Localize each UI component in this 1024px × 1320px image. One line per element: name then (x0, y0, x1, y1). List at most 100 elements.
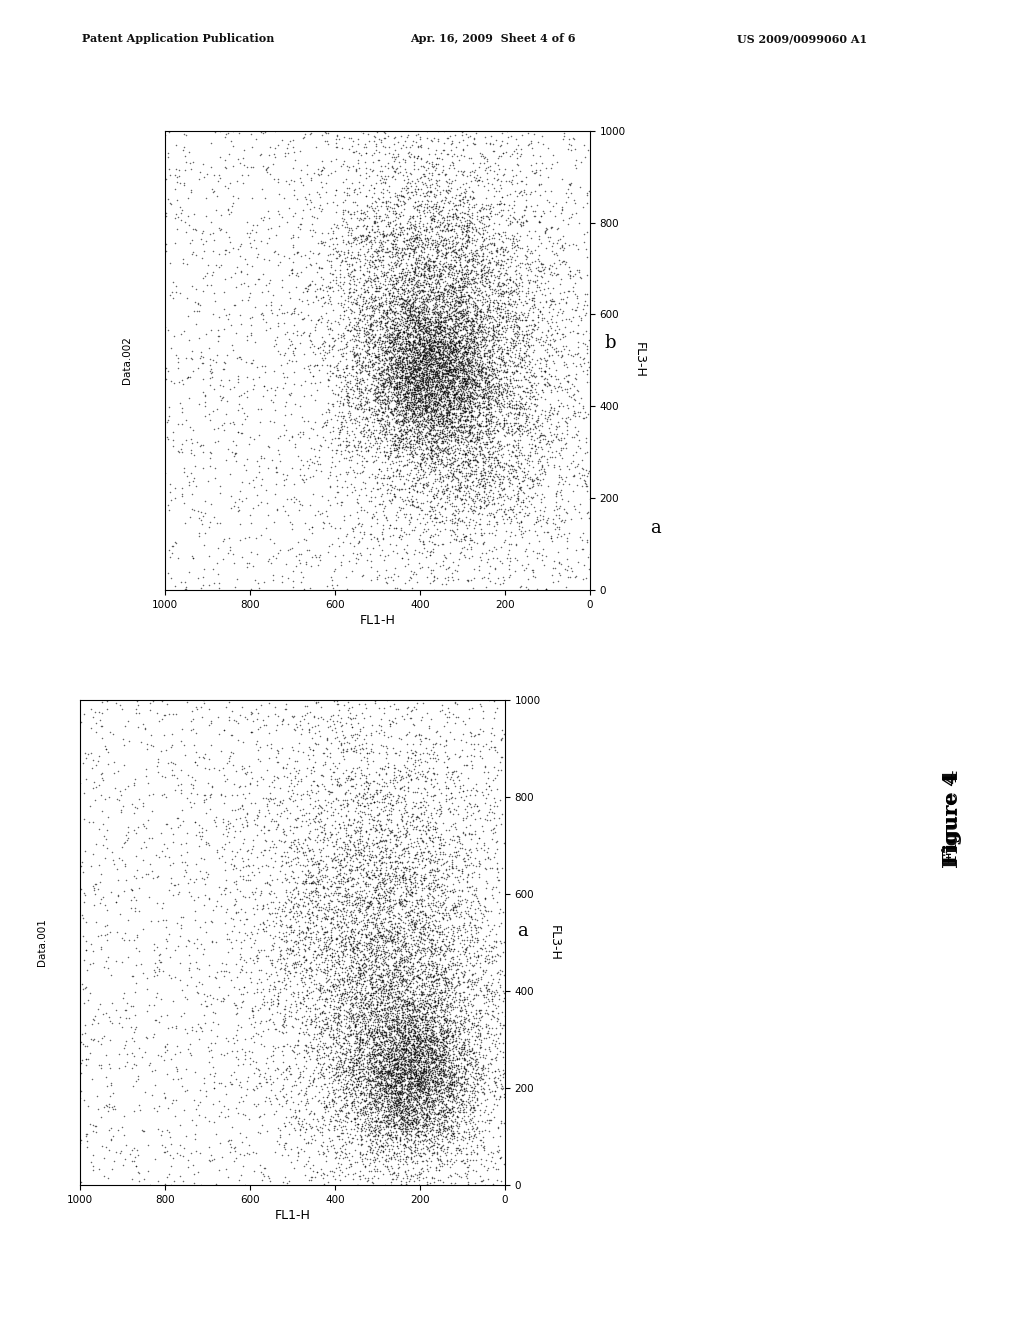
Point (361, 378, 378, 399)
Point (379, 330, 395, 351)
Point (347, 355, 364, 376)
Point (400, 987, 417, 1008)
Point (484, 290, 501, 312)
Point (437, 275, 454, 296)
Point (396, 1015, 413, 1036)
Point (251, 268, 267, 289)
Point (175, 140, 191, 161)
Point (532, 515, 549, 536)
Point (443, 342, 460, 363)
Point (534, 462, 550, 483)
Point (243, 157, 259, 178)
Point (495, 222, 511, 243)
Point (402, 1137, 419, 1158)
Point (399, 310, 416, 331)
Point (218, 870, 234, 891)
Point (439, 376, 456, 397)
Point (450, 1056, 466, 1077)
Point (148, 756, 165, 777)
Point (358, 216, 375, 238)
Point (432, 1100, 449, 1121)
Point (324, 319, 340, 341)
Point (424, 383, 440, 404)
Point (438, 375, 455, 396)
Point (459, 1068, 475, 1089)
Point (414, 993, 430, 1014)
Point (380, 414, 396, 436)
Point (390, 414, 407, 436)
Point (307, 545, 324, 566)
Point (459, 355, 475, 376)
Point (452, 1061, 468, 1082)
Point (388, 242, 404, 263)
Point (495, 293, 511, 314)
Point (418, 173, 434, 194)
Point (400, 346, 417, 367)
Point (422, 416, 438, 437)
Point (322, 370, 338, 391)
Point (410, 425, 426, 446)
Point (400, 383, 417, 404)
Point (479, 383, 496, 404)
Point (402, 265, 419, 286)
Point (371, 129, 387, 150)
Point (426, 1039, 442, 1060)
Point (383, 1035, 399, 1056)
Point (517, 333, 534, 354)
Point (216, 792, 232, 813)
Point (421, 392, 437, 413)
Point (361, 407, 378, 428)
Point (453, 269, 469, 290)
Point (340, 1030, 356, 1051)
Point (264, 565, 281, 586)
Point (434, 370, 451, 391)
Point (217, 859, 233, 880)
Point (450, 508, 466, 529)
Point (469, 1142, 485, 1163)
Point (476, 315, 493, 337)
Point (388, 366, 404, 387)
Point (314, 1038, 331, 1059)
Point (369, 1065, 385, 1086)
Point (452, 378, 468, 399)
Point (489, 329, 506, 350)
Point (490, 882, 507, 903)
Point (397, 310, 414, 331)
Point (380, 1060, 396, 1081)
Point (469, 363, 485, 384)
Point (418, 317, 434, 338)
Point (472, 916, 488, 937)
Point (426, 763, 442, 784)
Point (564, 374, 581, 395)
Point (440, 396, 457, 417)
Point (370, 446, 386, 467)
Point (367, 1125, 383, 1146)
Point (490, 321, 507, 342)
Point (381, 1014, 397, 1035)
Point (421, 249, 437, 271)
Point (418, 396, 434, 417)
Point (438, 404, 455, 425)
Point (321, 939, 337, 960)
Point (102, 1057, 119, 1078)
Point (437, 1035, 454, 1056)
Point (443, 968, 460, 989)
Point (427, 345, 443, 366)
Point (493, 286, 509, 308)
Point (296, 829, 312, 850)
Point (383, 1047, 399, 1068)
Point (103, 842, 120, 863)
Point (301, 968, 317, 989)
Point (430, 859, 446, 880)
Point (477, 473, 494, 494)
Point (486, 1006, 503, 1027)
Point (478, 576, 495, 597)
Point (385, 271, 401, 292)
Point (300, 1147, 316, 1168)
Point (534, 544, 550, 565)
Point (480, 1158, 497, 1179)
Point (451, 292, 467, 313)
Point (385, 1065, 401, 1086)
Point (400, 1084, 417, 1105)
Point (425, 302, 441, 323)
